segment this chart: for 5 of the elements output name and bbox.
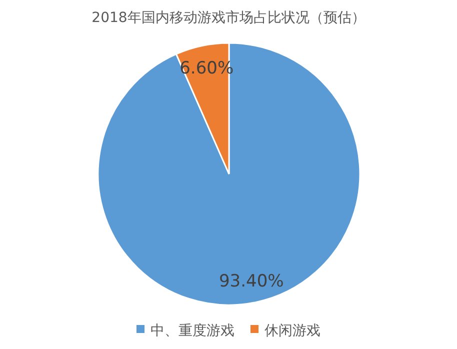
chart-title: 2018年国内移动游戏市场占比状况（预估） <box>92 10 366 26</box>
legend-label: 中、重度游戏 <box>150 322 234 339</box>
pie-slice <box>97 42 361 306</box>
legend-label: 休闲游戏 <box>264 322 320 339</box>
data-label: 93.40% <box>218 271 284 292</box>
